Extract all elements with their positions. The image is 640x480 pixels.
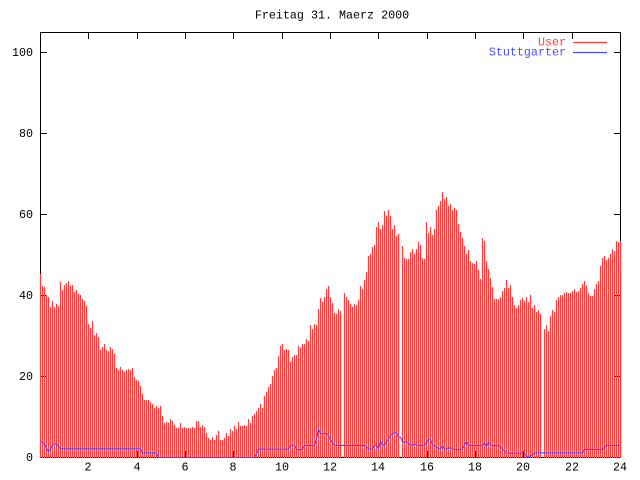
svg-text:8: 8 — [229, 461, 236, 475]
svg-text:60: 60 — [19, 208, 33, 222]
svg-text:10: 10 — [275, 461, 289, 475]
svg-text:4: 4 — [133, 461, 140, 475]
svg-text:Freitag 31. Maerz 2000: Freitag 31. Maerz 2000 — [255, 9, 409, 23]
svg-text:Stuttgarter: Stuttgarter — [489, 46, 566, 60]
svg-text:80: 80 — [19, 127, 33, 141]
svg-text:0: 0 — [26, 451, 33, 465]
svg-text:16: 16 — [420, 461, 434, 475]
svg-text:22: 22 — [565, 461, 579, 475]
svg-text:20: 20 — [516, 461, 530, 475]
svg-text:20: 20 — [19, 370, 33, 384]
svg-text:18: 18 — [468, 461, 482, 475]
svg-text:40: 40 — [19, 289, 33, 303]
svg-text:2: 2 — [84, 461, 91, 475]
svg-text:24: 24 — [613, 461, 627, 475]
svg-text:6: 6 — [181, 461, 188, 475]
svg-text:100: 100 — [12, 46, 33, 60]
svg-text:12: 12 — [323, 461, 337, 475]
svg-text:User: User — [538, 36, 566, 50]
svg-text:14: 14 — [371, 461, 385, 475]
